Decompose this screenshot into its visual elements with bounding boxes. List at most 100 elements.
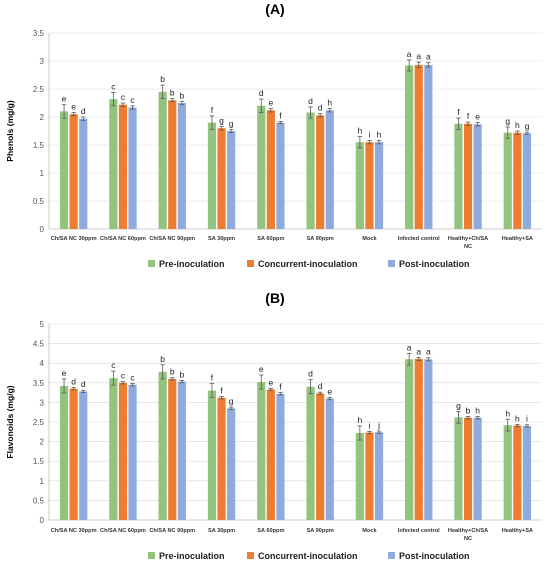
data-label: c	[130, 373, 135, 383]
y-tick-label: 2.5	[33, 85, 45, 94]
data-label: a	[416, 346, 421, 356]
chart-panel-b: (B) 0 0.5 1 1.5 2 2.5 3 3.5 4 4.5 5 Flavonoids (mg/g…	[5, 290, 542, 561]
bar	[513, 425, 522, 520]
bar	[374, 432, 384, 520]
data-label: c	[111, 81, 116, 91]
category-group: cc cCh/SA NC 60ppm	[100, 360, 146, 534]
category-group: fg gSA 30ppm	[207, 105, 236, 242]
bar	[177, 103, 186, 229]
y-tick-label: 2.5	[33, 418, 45, 427]
bar	[424, 359, 433, 520]
data-label: e	[268, 98, 273, 108]
bar	[325, 110, 334, 229]
data-label: e	[62, 94, 67, 104]
data-label: g	[229, 396, 234, 406]
bar	[266, 389, 275, 520]
data-label: c	[111, 360, 116, 370]
bar	[414, 64, 423, 229]
bar	[257, 382, 266, 520]
category-group: gb h Healthy+Ch/SA NC	[448, 400, 488, 542]
category-group: ee dCh/SA NC 30ppm	[51, 94, 97, 242]
data-label: h	[515, 120, 520, 130]
bar	[69, 114, 78, 229]
data-label: b	[170, 367, 175, 377]
category-group: g h g Healthy+SA	[502, 116, 533, 242]
bar	[168, 378, 177, 520]
data-label: g	[505, 116, 510, 126]
data-label: h	[357, 126, 362, 136]
data-label: e	[475, 112, 480, 122]
chart-title: (B)	[265, 290, 284, 306]
category-label: SA 60ppm	[257, 528, 284, 534]
bar	[306, 112, 315, 229]
data-label: a	[407, 342, 412, 352]
bar	[59, 111, 69, 229]
chart-title: (A)	[265, 1, 284, 17]
y-tick-label: 0	[40, 225, 45, 234]
bar	[266, 110, 275, 229]
data-label: d	[308, 369, 313, 379]
data-label: j	[377, 420, 380, 430]
data-label: c	[121, 371, 126, 381]
data-label: f	[279, 110, 282, 120]
category-group: def SA 60ppm	[257, 88, 285, 242]
data-label: f	[467, 111, 470, 121]
data-label: f	[211, 105, 214, 115]
data-label: d	[71, 377, 76, 387]
category-label: Healthy+SA	[502, 528, 533, 534]
bar	[473, 124, 482, 229]
legend-entry: Concurrent-inoculation	[258, 551, 358, 561]
bar	[503, 132, 512, 229]
bar	[217, 128, 226, 229]
data-label: g	[219, 116, 224, 126]
bar	[306, 386, 315, 520]
category-label: Healthy+SA	[502, 236, 533, 242]
data-label: d	[318, 103, 323, 113]
data-label: f	[211, 373, 214, 383]
legend-entry: Post-inoculation	[399, 551, 470, 561]
bar	[207, 122, 217, 229]
bar	[59, 385, 69, 520]
bar	[503, 425, 512, 520]
category-label: Ch/SA NC 30ppm	[51, 528, 97, 534]
category-label: Ch/SA NC 60ppm	[100, 236, 146, 242]
bar	[454, 417, 463, 520]
category-group: h i h Mock	[355, 126, 384, 242]
data-label: e	[327, 386, 332, 396]
category-label: Ch/SA NC 90ppm	[149, 528, 195, 534]
category-label: Ch/SA NC 90ppm	[149, 236, 195, 242]
data-label: c	[121, 92, 126, 102]
category-label: SA 60ppm	[257, 236, 284, 242]
data-label: g	[525, 121, 530, 131]
legend-swatch	[247, 260, 254, 267]
data-label: h	[515, 413, 520, 423]
data-label: i	[369, 130, 371, 140]
bar	[109, 99, 118, 229]
legend: Pre-inoculation Concurrent-inoculation Pos…	[148, 551, 470, 561]
legend-swatch	[388, 552, 395, 559]
bar	[316, 393, 325, 520]
data-label: h	[357, 415, 362, 425]
bar	[365, 432, 374, 520]
bar	[69, 388, 78, 520]
bar	[276, 393, 285, 520]
bar	[473, 417, 482, 520]
y-tick-label: 1.5	[33, 141, 45, 150]
data-label: e	[62, 368, 67, 378]
bar	[513, 132, 522, 229]
y-tick-label: 1	[40, 477, 45, 486]
bar	[128, 384, 137, 520]
data-label: f	[457, 107, 460, 117]
bar	[158, 91, 167, 229]
y-tick-label: 5	[40, 320, 45, 329]
bar	[257, 105, 266, 229]
bar	[463, 417, 473, 520]
data-label: i	[369, 420, 371, 430]
bar	[79, 391, 88, 520]
category-group: ee fSA 60ppm	[257, 364, 285, 534]
y-tick-label: 2	[40, 438, 45, 447]
